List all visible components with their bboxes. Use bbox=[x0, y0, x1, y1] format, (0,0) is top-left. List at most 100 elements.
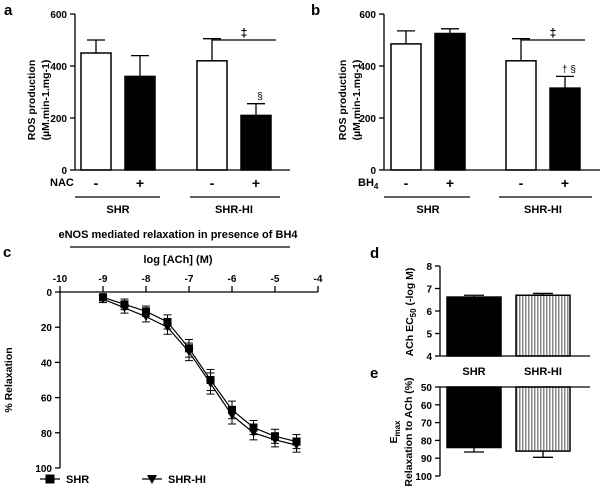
y-tick-label: 80 bbox=[421, 436, 433, 447]
y-tick-label: 70 bbox=[421, 419, 433, 430]
x-tick-label: -6 bbox=[228, 274, 237, 285]
data-point-shr-hi bbox=[98, 295, 108, 304]
y-tick-label: 200 bbox=[50, 114, 67, 125]
x-tick-label: -9 bbox=[99, 274, 108, 285]
y-tick-label: 5 bbox=[426, 330, 432, 341]
data-point-shr-hi bbox=[270, 436, 280, 445]
panel-b-treatment-label: BH4 bbox=[358, 177, 379, 191]
y-tick-label: 600 bbox=[50, 10, 67, 21]
data-point-shr-hi bbox=[249, 429, 258, 438]
series-line-shr-hi bbox=[102, 298, 297, 446]
panel-b-ylabel-line2: (µM.min-1.mg-1) bbox=[351, 60, 363, 141]
bar-shr-hi-untreated bbox=[505, 60, 537, 171]
bar-shr-hi-treated bbox=[240, 114, 272, 171]
bar-shr-treated bbox=[434, 32, 466, 171]
y-tick-label: 100 bbox=[35, 464, 52, 475]
panel-e-label: e bbox=[370, 365, 378, 382]
panel-a-treatment-label: NAC bbox=[50, 177, 74, 189]
bar-shr-treated bbox=[124, 75, 156, 171]
panel-a-sign-3: - bbox=[210, 175, 215, 191]
bar-shr-untreated bbox=[80, 52, 112, 171]
data-point-shr-hi bbox=[163, 323, 172, 332]
y-tick-label: 90 bbox=[421, 454, 433, 465]
bar-shr-hi bbox=[515, 386, 571, 452]
panel-d-category-shrhi: SHR-HI bbox=[524, 366, 562, 378]
panel-d-category-shr: SHR bbox=[462, 366, 485, 378]
y-tick-label: 60 bbox=[41, 394, 53, 405]
y-tick-label: 80 bbox=[41, 429, 53, 440]
x-tick-label: -7 bbox=[185, 274, 194, 285]
panel-d-bar-chart: d ACh EC50 (-log M) 4 5 6 7 8 SHR SHR-HI bbox=[370, 245, 590, 378]
panel-a-sign-2: + bbox=[136, 175, 144, 191]
panel-d-ylabel: ACh EC50 (-log M) bbox=[404, 268, 418, 357]
bar-shr-hi bbox=[515, 294, 571, 357]
y-tick-label: 7 bbox=[426, 285, 432, 296]
panel-a-sign-1: - bbox=[94, 175, 99, 191]
panel-b-bar-chart: b ROS production (µM.min-1.mg-1) 0 200 400… bbox=[311, 2, 600, 216]
panel-b-group-shr: SHR bbox=[416, 204, 439, 216]
y-tick-label: 50 bbox=[421, 383, 433, 394]
panel-a-group-shr: SHR bbox=[106, 204, 129, 216]
y-tick-label: 0 bbox=[46, 288, 52, 299]
y-tick-label: 6 bbox=[426, 307, 432, 318]
panel-a-label: a bbox=[4, 2, 13, 19]
panel-c-legend: SHR SHR-HI bbox=[40, 474, 206, 486]
y-tick-label: 4 bbox=[426, 352, 432, 363]
y-tick-label: 60 bbox=[421, 401, 433, 412]
y-tick-label: 0 bbox=[61, 166, 67, 177]
panel-b-label: b bbox=[311, 2, 320, 19]
panel-c-title: eNOS mediated relaxation in presence of … bbox=[58, 229, 298, 241]
bar-shr bbox=[446, 296, 502, 357]
panel-c-ylabel: % Relaxation bbox=[3, 347, 15, 412]
panel-a-group-shrhi: SHR-HI bbox=[215, 204, 253, 216]
bar-shr-untreated bbox=[390, 43, 422, 171]
significance-mark: † § bbox=[562, 64, 576, 75]
y-tick-label: 400 bbox=[50, 62, 67, 73]
panel-b-bracket-mark: ‡ bbox=[550, 26, 557, 40]
y-tick-label: 200 bbox=[359, 114, 376, 125]
data-point-shr-hi bbox=[184, 348, 194, 357]
y-tick-label: 100 bbox=[415, 472, 432, 483]
panel-e-ylabel-line1: Emax bbox=[388, 420, 402, 444]
y-tick-label: 400 bbox=[359, 62, 376, 73]
panel-a-ylabel-line1: ROS production bbox=[26, 60, 38, 141]
series-line-shr bbox=[102, 296, 297, 443]
legend-shrhi-marker bbox=[147, 475, 157, 484]
panel-b-ylabel-line1: ROS production bbox=[337, 60, 349, 141]
panel-e-ylabel-line2: Relaxation to ACh (%) bbox=[403, 377, 415, 486]
panel-b-sign-4: + bbox=[561, 175, 569, 191]
x-tick-label: -4 bbox=[314, 274, 323, 285]
data-point-shr-hi bbox=[227, 411, 237, 420]
legend-shr-label: SHR bbox=[66, 474, 89, 486]
panel-b-group-shrhi: SHR-HI bbox=[524, 204, 562, 216]
data-point-shr-hi bbox=[120, 304, 129, 313]
panel-c-xlabel: log [ACh] (M) bbox=[143, 254, 212, 266]
panel-c-line-chart: c eNOS mediated relaxation in presence o… bbox=[3, 229, 323, 486]
panel-d-label: d bbox=[370, 245, 379, 262]
y-tick-label: 600 bbox=[359, 10, 376, 21]
data-point-shr-hi bbox=[206, 380, 215, 389]
panel-a-bar-chart: a ROS production (µM.min-1.mg-1) 0 200 400… bbox=[4, 2, 290, 216]
panel-b-sign-3: - bbox=[519, 175, 524, 191]
bar-shr-hi-untreated bbox=[196, 60, 228, 171]
x-tick-label: -10 bbox=[53, 274, 68, 285]
x-tick-label: -5 bbox=[271, 274, 280, 285]
data-point-shr-hi bbox=[141, 313, 151, 322]
panel-c-label: c bbox=[3, 244, 11, 261]
panel-e-bar-chart: e Emax Relaxation to ACh (%) 50 60 70 80 90 1… bbox=[370, 365, 590, 487]
significance-mark: § bbox=[257, 92, 263, 103]
y-tick-label: 20 bbox=[41, 323, 53, 334]
panel-b-sign-2: + bbox=[446, 175, 454, 191]
y-tick-label: 40 bbox=[41, 358, 53, 369]
x-tick-label: -8 bbox=[142, 274, 151, 285]
legend-shrhi-label: SHR-HI bbox=[168, 474, 206, 486]
y-tick-label: 0 bbox=[370, 166, 376, 177]
panel-b-sign-1: - bbox=[404, 175, 409, 191]
y-tick-label: 8 bbox=[426, 262, 432, 273]
data-point-shr-hi bbox=[292, 441, 301, 450]
panel-a-ylabel-line2: (µM.min-1.mg-1) bbox=[40, 60, 52, 141]
bar-shr bbox=[446, 386, 502, 449]
bar-shr-hi-treated bbox=[549, 87, 581, 171]
legend-shr-marker bbox=[45, 474, 55, 484]
